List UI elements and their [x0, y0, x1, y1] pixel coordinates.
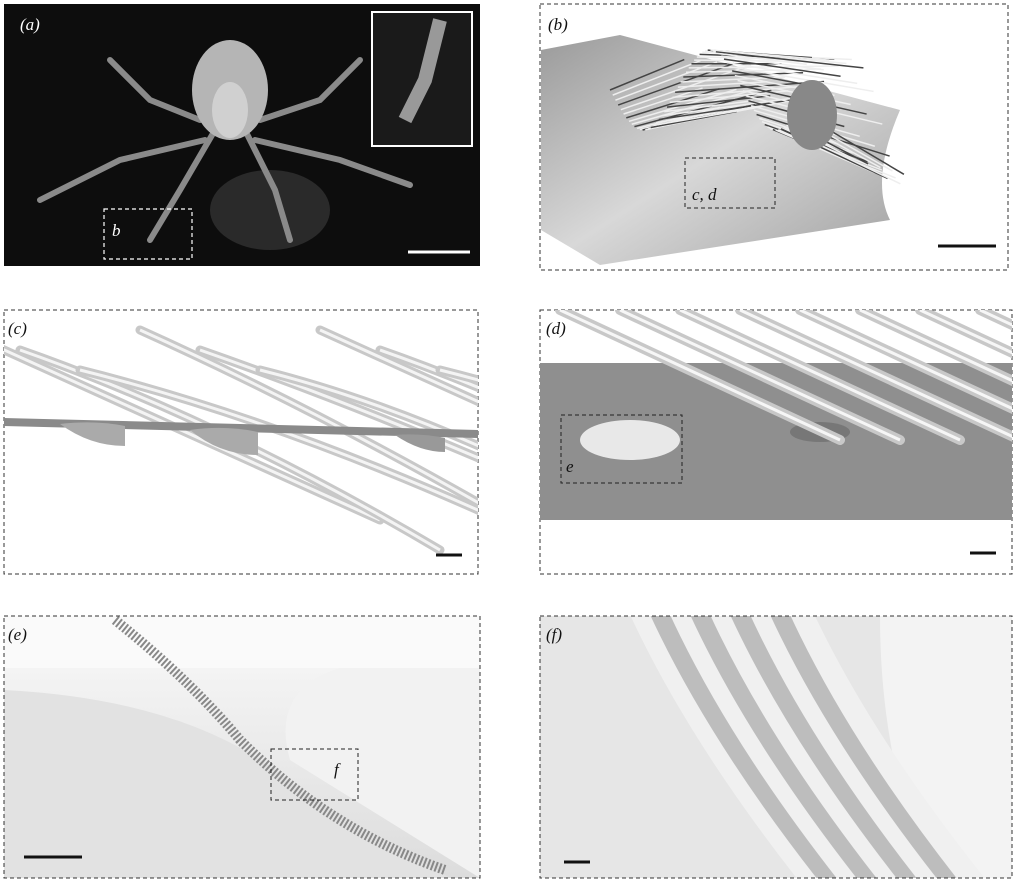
hair	[636, 106, 721, 130]
hair	[713, 49, 847, 65]
panel-a: (a) b	[4, 4, 480, 266]
hair	[623, 87, 703, 115]
hair	[656, 103, 773, 124]
callout-label: b	[112, 221, 121, 240]
hair	[723, 58, 841, 77]
panel-d: (d) e	[539, 309, 1013, 575]
hair	[799, 310, 1012, 411]
hair	[559, 310, 841, 442]
hair	[379, 348, 478, 390]
strand	[650, 616, 845, 878]
hair	[721, 55, 824, 71]
hair	[658, 99, 791, 121]
callout-label: e	[566, 457, 574, 476]
strand	[690, 616, 885, 878]
strand	[730, 616, 925, 878]
hair	[199, 348, 478, 460]
hair	[319, 328, 478, 403]
hair	[612, 59, 701, 96]
hair	[664, 100, 753, 113]
hair	[679, 310, 961, 442]
panel-label: (d)	[546, 319, 566, 338]
strand	[750, 616, 945, 878]
hair	[726, 61, 858, 85]
hair	[683, 71, 804, 78]
hair	[919, 310, 1012, 355]
hair	[609, 58, 685, 91]
hair	[259, 368, 478, 448]
hair	[619, 310, 901, 442]
strand	[790, 616, 985, 878]
panel-e: (e) f	[3, 615, 481, 879]
hair	[653, 107, 755, 127]
hair	[617, 62, 735, 106]
panel-label: (f)	[546, 625, 562, 644]
panel-label: (b)	[548, 15, 568, 34]
strand	[630, 616, 825, 878]
hair	[718, 52, 807, 66]
panel-f: (f)	[539, 615, 1013, 879]
hair	[672, 85, 807, 99]
hair	[859, 310, 1012, 383]
panel-label: (a)	[20, 15, 40, 34]
strand	[670, 616, 865, 878]
strand	[710, 616, 905, 878]
panel-label: (c)	[8, 319, 27, 338]
hair	[677, 80, 768, 88]
panel-b: (b) c, d	[539, 3, 1009, 271]
strand	[770, 616, 965, 878]
hair	[715, 51, 864, 69]
hair	[729, 65, 874, 93]
hair	[688, 65, 839, 69]
hair	[669, 90, 789, 104]
panel-label: (e)	[8, 625, 27, 644]
callout-label: c, d	[692, 185, 717, 204]
hair	[626, 88, 720, 119]
callout-label: f	[334, 760, 341, 779]
hair	[739, 310, 1012, 438]
panel-c: (c)	[3, 309, 479, 575]
hair	[661, 95, 809, 117]
